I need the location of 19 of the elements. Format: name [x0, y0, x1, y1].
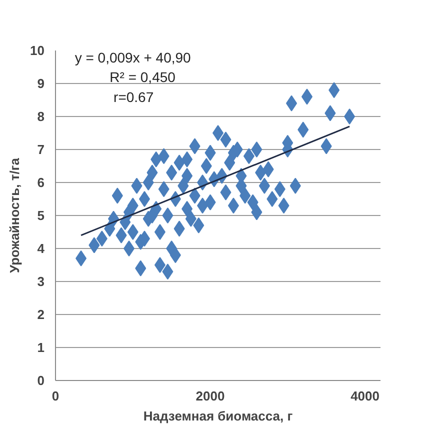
y-tick-label: 2 — [37, 307, 45, 322]
y-axis-title: Урожайность, т/га — [7, 157, 22, 273]
y-tick-label: 9 — [37, 76, 45, 91]
x-tick-label: 4000 — [350, 388, 380, 404]
annotation: r=0.67 — [114, 88, 154, 105]
y-tick-label: 3 — [37, 274, 45, 289]
x-tick-label: 2000 — [196, 388, 225, 404]
annotation: R² = 0,450 — [110, 69, 176, 86]
y-tick-label: 6 — [37, 175, 45, 190]
y-tick-label: 0 — [37, 373, 45, 388]
y-tick-label: 5 — [37, 208, 45, 223]
y-tick-label: 1 — [37, 340, 45, 355]
annotation: y = 0,009x + 40,90 — [74, 49, 192, 66]
y-tick-label: 7 — [37, 142, 45, 157]
y-tick-label: 4 — [37, 241, 46, 256]
y-tick-label: 10 — [30, 43, 45, 58]
y-tick-label: 8 — [37, 109, 45, 124]
x-tick-label: 0 — [52, 388, 60, 404]
x-axis-title: Надземная биомасса, г — [143, 408, 294, 424]
